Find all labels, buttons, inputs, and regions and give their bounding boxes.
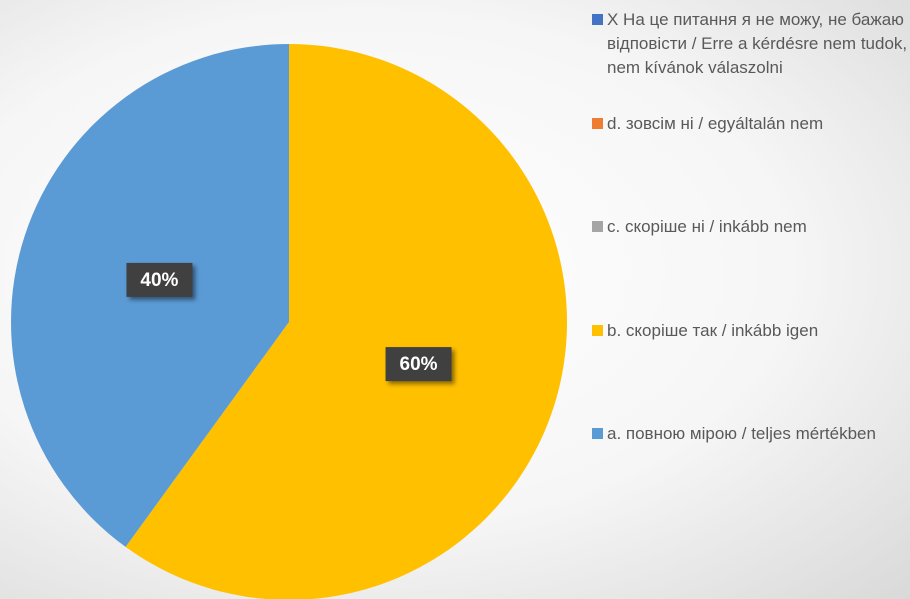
legend-text: X На це питання я не можу, не бажаю відп… xyxy=(607,10,908,77)
legend-swatch xyxy=(592,428,603,439)
legend-item: b. скоріше так / inkább igen xyxy=(592,319,910,343)
data-label-text: 60% xyxy=(400,354,438,375)
legend-swatch xyxy=(592,221,603,232)
legend-item: a. повною мірою / teljes mértékben xyxy=(592,422,910,446)
data-label: 60% xyxy=(385,347,452,382)
data-label-text: 40% xyxy=(140,270,178,291)
legend-item: X На це питання я не можу, не бажаю відп… xyxy=(592,8,910,80)
pie-slice xyxy=(125,44,567,599)
data-label-box xyxy=(385,347,452,382)
legend-item: d. зовсім ні / egyáltalán nem xyxy=(592,112,910,136)
data-label-box xyxy=(126,262,193,297)
legend-item: c. скоріше ні / inkább nem xyxy=(592,215,910,239)
legend-swatch xyxy=(592,14,603,25)
data-label: 40% xyxy=(126,262,193,297)
legend-text: a. повною мірою / teljes mértékben xyxy=(607,424,876,443)
legend-text: b. скоріше так / inkább igen xyxy=(607,320,819,340)
legend-text: d. зовсім ні / egyáltalán nem xyxy=(607,113,824,133)
legend-swatch xyxy=(592,117,603,129)
legend-text: c. скоріше ні / inkább nem xyxy=(607,217,807,236)
legend-swatch xyxy=(592,324,603,336)
